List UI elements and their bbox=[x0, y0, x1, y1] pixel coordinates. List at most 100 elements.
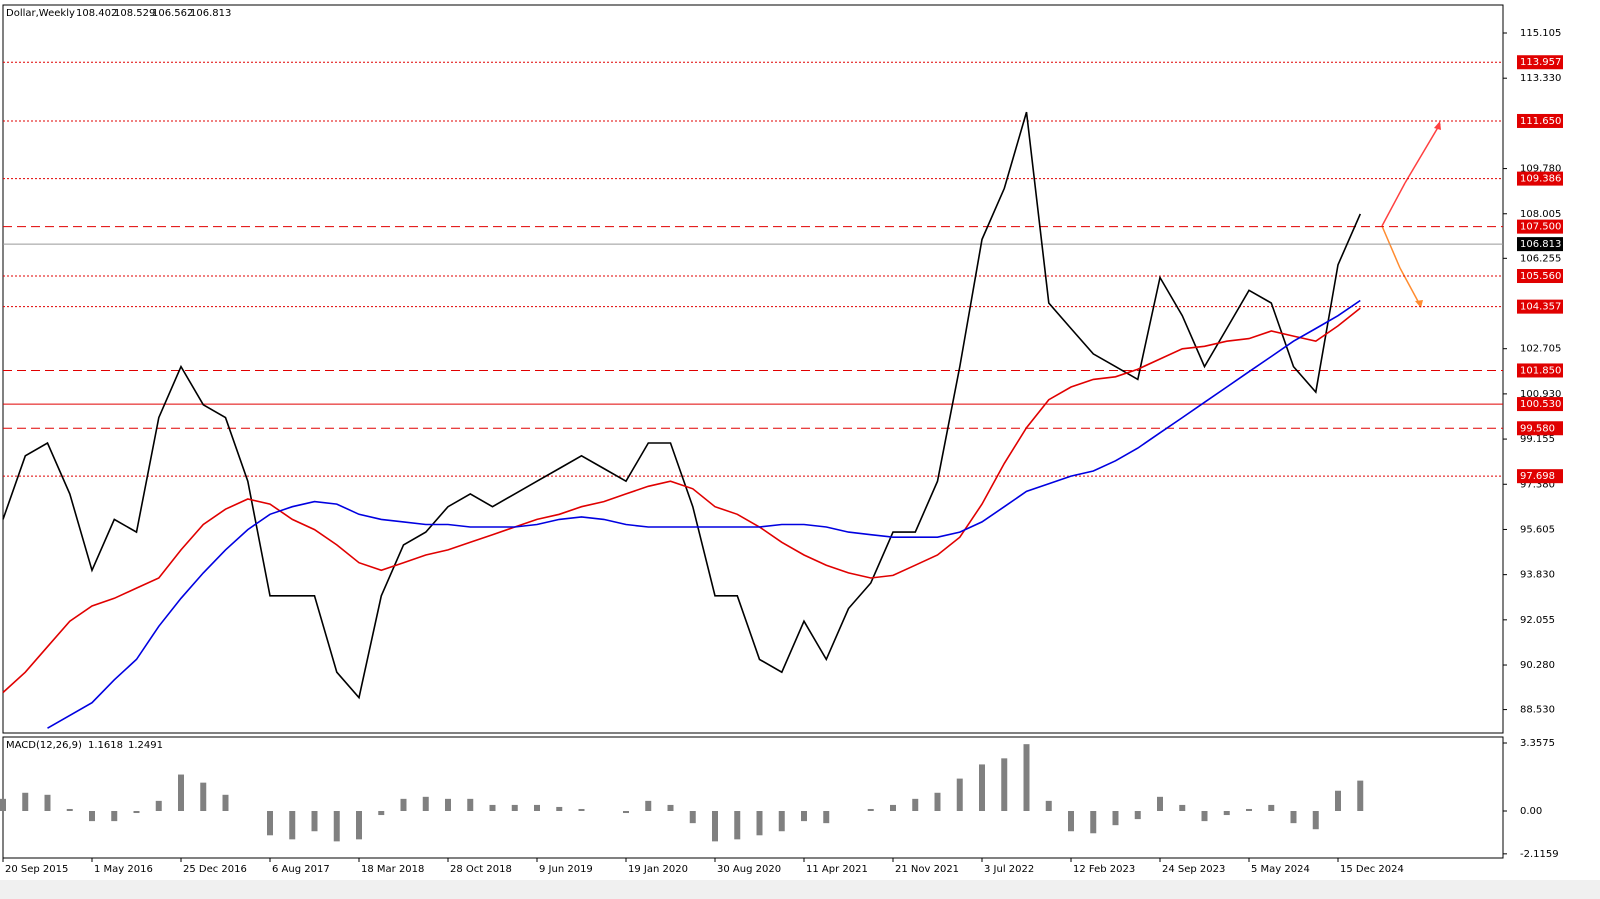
macd-bar bbox=[133, 810, 140, 814]
macd-bar bbox=[1157, 796, 1163, 811]
x-tick-label: 28 Oct 2018 bbox=[450, 864, 512, 875]
level-tag bbox=[1517, 219, 1563, 234]
y-tick-label: 100.930 bbox=[1520, 389, 1561, 400]
macd-bar bbox=[712, 810, 718, 842]
x-tick-label: 18 Mar 2018 bbox=[361, 864, 424, 875]
x-tick-label: 6 Aug 2017 bbox=[272, 864, 330, 875]
macd-bar bbox=[378, 810, 385, 816]
y-tick-label: 3.3575 bbox=[1520, 738, 1555, 749]
ohlc-value: 108.402 bbox=[76, 8, 117, 19]
y-tick-label: 92.055 bbox=[1520, 615, 1555, 626]
x-tick-label: 30 Aug 2020 bbox=[717, 864, 781, 875]
macd-bar bbox=[1290, 810, 1297, 824]
price-line bbox=[2, 307, 1361, 694]
level-label: 107.500 bbox=[1520, 222, 1561, 233]
forecast-arrows bbox=[1381, 121, 1441, 308]
macd-panel bbox=[2, 736, 1504, 859]
macd-bar bbox=[1335, 790, 1341, 811]
level-tag bbox=[1517, 55, 1563, 70]
level-tag bbox=[1517, 469, 1563, 484]
macd-bar bbox=[1112, 810, 1119, 826]
macd-bar bbox=[1179, 804, 1186, 811]
macd-bar bbox=[756, 810, 763, 836]
y-tick-label: 106.255 bbox=[1520, 253, 1561, 264]
symbol-label: Dollar,Weekly bbox=[6, 8, 75, 19]
macd-bar bbox=[89, 810, 95, 822]
macd-bar bbox=[1023, 744, 1030, 811]
y-tick-label: 0.00 bbox=[1520, 806, 1542, 817]
macd-bar bbox=[1223, 810, 1230, 816]
level-tag bbox=[1517, 421, 1563, 436]
level-tag bbox=[1517, 299, 1563, 314]
macd-bar bbox=[22, 792, 29, 811]
macd-bar bbox=[890, 804, 896, 811]
x-tick-label: 1 May 2016 bbox=[94, 864, 153, 875]
levels: 113.957 111.650 109.386 107.500 106.813 105.5… bbox=[3, 55, 1563, 484]
level-tag bbox=[1517, 237, 1563, 252]
macd-label: MACD(12,26,9) bbox=[6, 740, 82, 751]
y-tick-label: 97.380 bbox=[1520, 479, 1555, 490]
level-label: 113.957 bbox=[1520, 57, 1561, 68]
level-tag bbox=[1517, 269, 1563, 284]
macd-bar bbox=[178, 774, 184, 811]
y-tick-label: 88.530 bbox=[1520, 705, 1555, 716]
level-tag bbox=[1517, 171, 1563, 186]
macd-bar bbox=[267, 810, 273, 836]
macd-bar bbox=[222, 794, 229, 811]
macd-bar bbox=[623, 810, 629, 814]
y-tick-label: 99.155 bbox=[1520, 434, 1555, 445]
macd-bar bbox=[111, 810, 118, 822]
macd-bar bbox=[1001, 758, 1008, 811]
macd-bar bbox=[489, 804, 496, 811]
macd-bar bbox=[422, 796, 429, 811]
y-tick-label: 109.780 bbox=[1520, 164, 1561, 175]
macd-bar bbox=[1201, 810, 1208, 822]
macd-bar bbox=[534, 804, 540, 811]
level-label: 100.530 bbox=[1520, 399, 1561, 410]
macd-bar bbox=[400, 798, 407, 811]
price-line bbox=[2, 111, 1362, 700]
macd-bar bbox=[867, 808, 874, 811]
macd-bar bbox=[311, 810, 318, 832]
y-tick-label: 90.280 bbox=[1520, 660, 1555, 671]
macd-bar bbox=[912, 798, 919, 811]
macd-bar bbox=[1246, 808, 1252, 811]
price-panel bbox=[2, 4, 1504, 734]
macd-bar bbox=[1357, 780, 1364, 811]
y-tick-label: 102.705 bbox=[1520, 344, 1561, 355]
macd-bar bbox=[200, 782, 207, 811]
macd-bar bbox=[44, 794, 51, 811]
macd-bar bbox=[956, 778, 963, 811]
x-tick-label: 19 Jan 2020 bbox=[628, 864, 688, 875]
macd-bar bbox=[1090, 810, 1097, 834]
level-label: 106.813 bbox=[1520, 239, 1561, 250]
y-tick-label: -2.1159 bbox=[1520, 849, 1559, 860]
y-tick-label: 115.105 bbox=[1520, 28, 1561, 39]
level-tag bbox=[1517, 363, 1563, 378]
x-tick-label: 12 Feb 2023 bbox=[1073, 864, 1135, 875]
level-label: 111.650 bbox=[1520, 116, 1561, 127]
x-tick-label: 21 Nov 2021 bbox=[895, 864, 959, 875]
macd-bar bbox=[467, 798, 474, 811]
macd-bar bbox=[934, 792, 941, 811]
y-tick-label: 113.330 bbox=[1520, 73, 1561, 84]
macd-bar bbox=[645, 800, 652, 811]
macd-bar bbox=[333, 810, 340, 842]
macd-bar bbox=[778, 810, 785, 832]
x-tick-label: 25 Dec 2016 bbox=[183, 864, 247, 875]
macd-bar bbox=[66, 808, 73, 811]
macd-bar bbox=[689, 810, 696, 824]
x-tick-label: 20 Sep 2015 bbox=[5, 864, 68, 875]
macd-bar bbox=[979, 764, 985, 811]
level-label: 101.850 bbox=[1520, 365, 1561, 376]
status-strip bbox=[0, 880, 1600, 899]
price-line bbox=[47, 299, 1361, 729]
level-label: 99.580 bbox=[1520, 423, 1555, 434]
macd-bar bbox=[667, 804, 674, 811]
x-tick-label: 11 Apr 2021 bbox=[806, 864, 868, 875]
macd-bar bbox=[356, 810, 362, 840]
macd-bar bbox=[734, 810, 741, 840]
ohlc-value: 108.529 bbox=[114, 8, 155, 19]
